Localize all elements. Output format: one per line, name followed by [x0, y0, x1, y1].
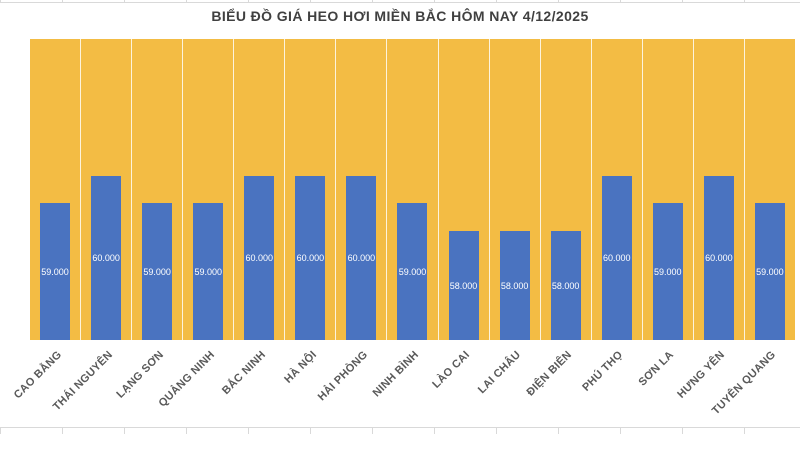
category-slot: 59.000: [131, 39, 182, 340]
category-slot: 58.000: [488, 39, 540, 340]
bar-value-label: 59.000: [756, 266, 784, 277]
bar-5: 60.000: [295, 176, 326, 340]
category-slot: 59.000: [743, 39, 795, 340]
bar-value-label: 59.000: [41, 266, 69, 277]
worksheet-gridline-stub: [186, 427, 187, 434]
bar-1: 60.000: [91, 176, 122, 340]
bar-14: 59.000: [754, 203, 785, 340]
category-slot: 59.000: [30, 39, 80, 340]
x-axis-label: SƠN LA: [636, 348, 676, 389]
worksheet-gridline-stub: [310, 427, 311, 434]
worksheet-gridline-stub: [0, 0, 1, 2]
bar-value-label: 60.000: [705, 253, 733, 263]
worksheet-gridline-stub: [434, 427, 435, 434]
x-axis-label: LẠNG SƠN: [113, 348, 166, 401]
bar-3: 59.000: [193, 203, 224, 340]
bar-value-label: 59.000: [654, 266, 682, 277]
bar-9: 58.000: [499, 231, 530, 340]
worksheet-gridline-stub: [372, 427, 373, 434]
category-slot: 60.000: [590, 39, 642, 340]
worksheet-gridline-stub: [496, 427, 497, 434]
x-axis-label: TUYÊN QUANG: [709, 348, 778, 418]
category-slot: 60.000: [284, 39, 335, 340]
category-slot: 59.000: [641, 39, 693, 340]
worksheet-gridline-stub: [558, 427, 559, 434]
worksheet-gridline-stub: [682, 0, 683, 2]
plot-area: 59.000 60.000 59.000 59.000 60.000 60.000 60.0…: [30, 39, 795, 340]
bar-value-label: 60.000: [347, 253, 376, 263]
bar-2: 59.000: [142, 203, 173, 340]
worksheet-gridline-stub: [310, 0, 311, 2]
bar-value-label: 60.000: [245, 253, 274, 263]
x-axis-label: HÀ NỘI: [281, 348, 319, 386]
x-axis-label: HẢI PHÒNG: [315, 348, 370, 404]
bar-value-label: 59.000: [194, 266, 222, 277]
bar-value-label: 59.000: [398, 266, 427, 277]
x-axis-label: NINH BÌNH: [370, 348, 421, 400]
worksheet-gridline-stub: [62, 427, 63, 434]
worksheet-gridline-stub: [744, 427, 745, 434]
chart-title: BIỂU ĐỒ GIÁ HEO HƠI MIỀN BẮC HÔM NAY 4/1…: [211, 8, 589, 24]
category-slot: 60.000: [233, 39, 284, 340]
worksheet-gridline-top: [0, 2, 800, 3]
bar-value-label: 60.000: [296, 253, 325, 263]
worksheet-gridline-stub: [186, 0, 187, 2]
bar-13: 60.000: [703, 176, 734, 340]
worksheet-gridline-stub: [0, 427, 1, 434]
category-slot: 60.000: [335, 39, 386, 340]
category-slot: 58.000: [539, 39, 591, 340]
bar-8: 58.000: [448, 231, 479, 340]
bar-6: 60.000: [346, 176, 377, 340]
bar-value-label: 60.000: [602, 253, 631, 263]
x-axis-label: LÀO CAI: [429, 348, 472, 391]
worksheet-gridline-stub: [248, 427, 249, 434]
worksheet-gridline-bottom: [0, 427, 800, 428]
worksheet-gridline-stub: [124, 427, 125, 434]
worksheet-gridline-stub: [744, 0, 745, 2]
bar-chart: BIỂU ĐỒ GIÁ HEO HƠI MIỀN BẮC HÔM NAY 4/1…: [0, 3, 800, 427]
category-slot: 59.000: [386, 39, 437, 340]
category-slot: 59.000: [182, 39, 233, 340]
x-axis-label: BẮC NINH: [219, 348, 268, 397]
worksheet-gridline-stub: [434, 0, 435, 2]
bar-value-label: 58.000: [449, 280, 478, 291]
bar-0: 59.000: [40, 203, 71, 340]
bar-12: 59.000: [652, 203, 683, 340]
x-axis-label: CAO BẰNG: [11, 348, 64, 402]
category-slot: 60.000: [80, 39, 131, 340]
bar-value-label: 60.000: [92, 253, 120, 263]
bar-value-label: 58.000: [500, 280, 529, 291]
x-axis-label: HƯNG YÊN: [674, 348, 727, 401]
x-axis-label: QUẢNG NINH: [156, 348, 217, 410]
worksheet-gridline-stub: [248, 0, 249, 2]
worksheet-gridline-stub: [558, 0, 559, 2]
worksheet-gridline-stub: [62, 0, 63, 2]
worksheet-gridline-stub: [372, 0, 373, 2]
x-axis-label: ĐIỆN BIÊN: [524, 348, 574, 399]
worksheet-gridline-stub: [620, 0, 621, 2]
bar-11: 60.000: [601, 176, 632, 340]
category-slot: 60.000: [692, 39, 744, 340]
worksheet-gridline-stub: [496, 0, 497, 2]
x-axis-label: LAI CHÂU: [475, 348, 523, 397]
bar-value-label: 58.000: [551, 280, 580, 291]
bar-10: 58.000: [550, 231, 581, 340]
worksheet-gridline-stub: [620, 427, 621, 434]
x-axis-label: THÁI NGUYÊN: [50, 348, 115, 414]
worksheet-gridline-stub: [124, 0, 125, 2]
category-slot: 58.000: [437, 39, 489, 340]
bar-4: 60.000: [244, 176, 275, 340]
bar-value-label: 59.000: [143, 266, 171, 277]
bar-7: 59.000: [397, 203, 428, 340]
worksheet-gridline-stub: [682, 427, 683, 434]
x-axis-label: PHÚ THỌ: [579, 348, 625, 394]
